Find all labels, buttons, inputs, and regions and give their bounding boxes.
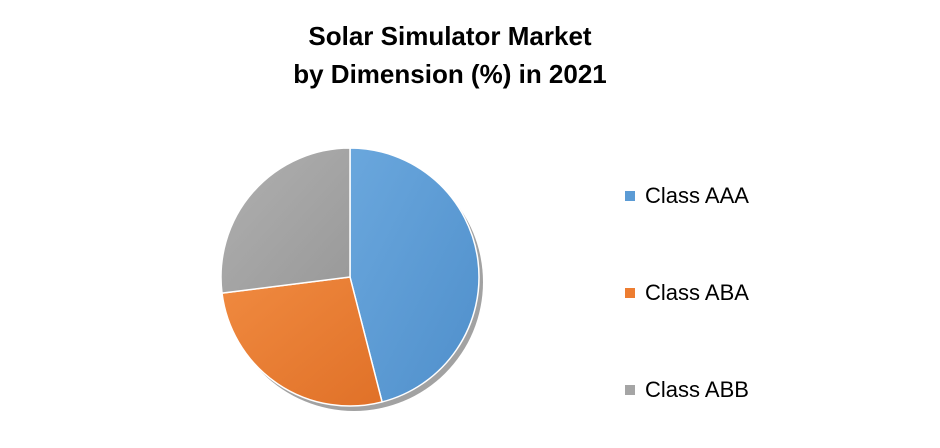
legend-swatch <box>625 385 635 395</box>
legend-item-class-aba: Class ABA <box>625 278 749 308</box>
legend-item-class-abb: Class ABB <box>625 375 749 405</box>
legend-swatch <box>625 288 635 298</box>
legend-label: Class ABB <box>645 377 749 402</box>
chart-title-line-1: Solar Simulator Market <box>308 21 592 51</box>
chart-title-line-2: by Dimension (%) in 2021 <box>293 59 607 89</box>
pie-slice-class-aaa <box>349 147 480 403</box>
legend-swatch <box>625 191 635 201</box>
legend-item-class-aaa: Class AAA <box>625 181 749 211</box>
pie-slice-class-abb <box>220 147 351 294</box>
pie-slice-class-aba <box>221 276 383 407</box>
pie-slices <box>220 147 480 407</box>
legend-label: Class AAA <box>645 183 749 208</box>
chart-legend: Class AAA Class ABA Class ABB <box>625 176 905 406</box>
legend-label: Class ABA <box>645 280 749 305</box>
